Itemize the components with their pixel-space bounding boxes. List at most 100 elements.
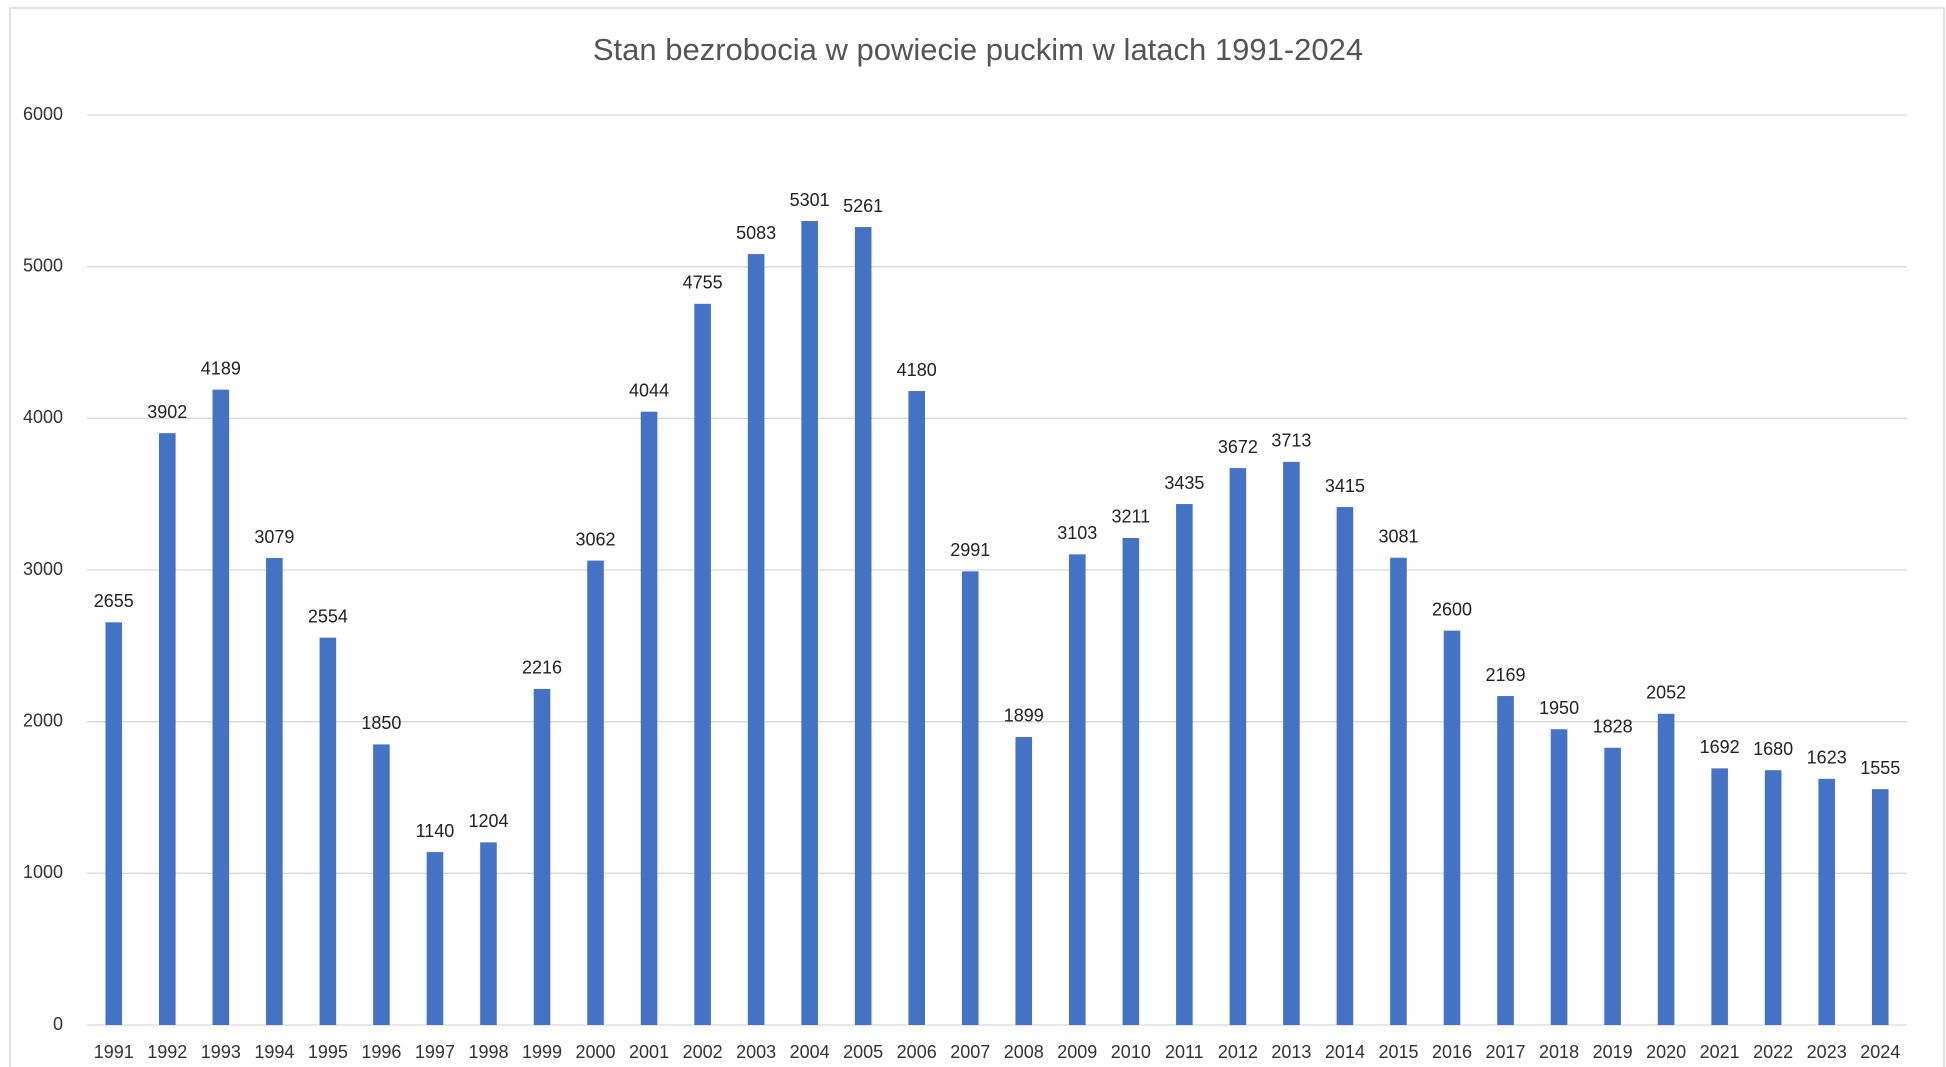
data-label: 3415 <box>1325 476 1365 496</box>
y-tick-label: 6000 <box>23 104 63 124</box>
bar <box>1229 468 1247 1026</box>
bar <box>1015 736 1033 1025</box>
bar <box>1443 630 1461 1025</box>
data-label: 4044 <box>629 380 669 400</box>
x-tick-label: 2020 <box>1646 1042 1686 1062</box>
x-tick-label: 2010 <box>1111 1042 1151 1062</box>
data-label: 3211 <box>1111 507 1150 527</box>
data-label: 3103 <box>1057 523 1097 543</box>
data-label: 1899 <box>1004 706 1044 726</box>
x-tick-label: 2024 <box>1860 1042 1900 1062</box>
data-label: 1140 <box>416 821 455 841</box>
data-label: 3902 <box>147 402 187 422</box>
bar <box>801 221 818 1025</box>
y-tick-label: 0 <box>53 1014 63 1034</box>
data-label: 3081 <box>1378 526 1418 546</box>
y-tick-label: 4000 <box>23 407 63 427</box>
data-label: 1950 <box>1539 698 1579 718</box>
bar <box>1604 747 1621 1025</box>
bar <box>1497 696 1514 1025</box>
y-tick-label: 2000 <box>23 710 63 730</box>
bar <box>266 558 283 1025</box>
x-tick-label: 1992 <box>147 1042 187 1062</box>
x-tick-label: 2018 <box>1539 1042 1579 1062</box>
data-label: 3713 <box>1271 431 1311 451</box>
bar <box>319 637 337 1025</box>
data-label: 4189 <box>201 358 241 378</box>
x-tick-label: 2009 <box>1057 1042 1097 1062</box>
data-label: 1692 <box>1700 737 1740 757</box>
bar <box>854 227 872 1025</box>
bar <box>1711 768 1728 1025</box>
x-tick-label: 2004 <box>790 1042 830 1062</box>
data-label: 1623 <box>1807 748 1847 768</box>
data-label: 2600 <box>1432 599 1472 619</box>
bar <box>533 688 551 1025</box>
bar <box>747 254 765 1025</box>
x-tick-label: 2005 <box>843 1042 883 1062</box>
data-label: 3672 <box>1218 437 1258 457</box>
x-tick-label: 1997 <box>415 1042 455 1062</box>
bar <box>1871 789 1889 1025</box>
x-tick-label: 2015 <box>1378 1042 1418 1062</box>
data-label: 2216 <box>522 658 562 678</box>
data-label: 2554 <box>308 606 348 626</box>
data-label: 1204 <box>468 811 508 831</box>
data-label: 3435 <box>1164 473 1204 493</box>
x-tick-label: 1991 <box>94 1042 134 1062</box>
data-label: 4180 <box>897 360 937 380</box>
x-tick-label: 1993 <box>201 1042 241 1062</box>
x-tick-label: 2001 <box>629 1042 669 1062</box>
x-tick-label: 2000 <box>576 1042 616 1062</box>
bar <box>961 571 979 1025</box>
x-tick-label: 1994 <box>254 1042 294 1062</box>
data-label: 1680 <box>1753 739 1793 759</box>
x-tick-label: 2019 <box>1593 1042 1633 1062</box>
y-tick-label: 1000 <box>23 862 63 882</box>
y-tick-label: 5000 <box>23 255 63 275</box>
bar <box>105 622 123 1025</box>
x-tick-label: 2011 <box>1165 1042 1204 1062</box>
data-label: 1850 <box>361 713 401 733</box>
data-label: 4755 <box>683 273 723 293</box>
bar <box>1122 537 1140 1025</box>
x-tick-label: 2002 <box>683 1042 723 1062</box>
x-tick-label: 1999 <box>522 1042 562 1062</box>
data-label: 5083 <box>736 223 776 243</box>
x-tick-label: 2014 <box>1325 1042 1365 1062</box>
bar <box>1764 770 1782 1025</box>
x-tick-label: 2022 <box>1753 1042 1793 1062</box>
x-tick-label: 2017 <box>1486 1042 1526 1062</box>
x-tick-label: 1996 <box>361 1042 401 1062</box>
bar <box>373 744 390 1025</box>
bar <box>1176 504 1193 1025</box>
data-label: 2655 <box>94 591 134 611</box>
x-tick-label: 2008 <box>1004 1042 1044 1062</box>
x-tick-label: 1998 <box>468 1042 508 1062</box>
data-label: 3079 <box>254 527 294 547</box>
bar <box>1818 778 1836 1025</box>
x-tick-label: 2023 <box>1807 1042 1847 1062</box>
data-label: 5301 <box>790 190 830 210</box>
data-label: 2052 <box>1646 683 1686 703</box>
x-tick-label: 2006 <box>897 1042 937 1062</box>
bar <box>908 391 926 1025</box>
bar <box>480 842 497 1025</box>
data-label: 1555 <box>1860 758 1900 778</box>
bar <box>587 560 604 1025</box>
data-label: 5261 <box>843 196 883 216</box>
bar <box>1657 713 1675 1025</box>
x-tick-label: 2013 <box>1271 1042 1311 1062</box>
chart-border <box>9 7 1945 1067</box>
bar <box>694 303 711 1025</box>
bar <box>640 411 658 1025</box>
bar <box>212 389 230 1025</box>
data-label: 1828 <box>1593 717 1633 737</box>
x-tick-label: 1995 <box>308 1042 348 1062</box>
bar <box>1550 729 1568 1025</box>
bar <box>1283 461 1300 1025</box>
chart-title: Stan bezrobocia w powiecie puckim w lata… <box>593 32 1363 67</box>
data-label: 3062 <box>576 529 616 549</box>
y-tick-label: 3000 <box>23 559 63 579</box>
